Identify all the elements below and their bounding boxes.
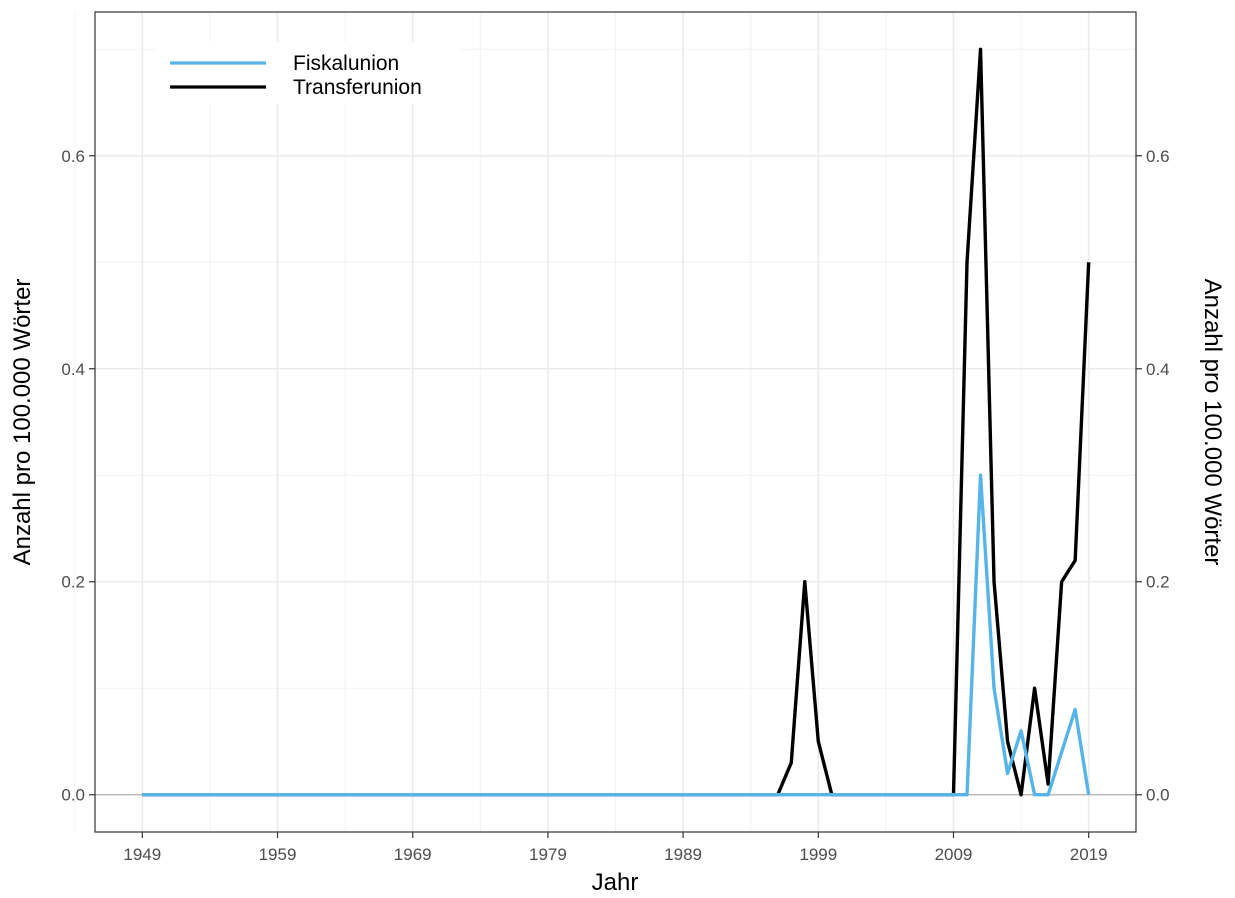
y-tick-label-left: 0.0	[61, 786, 85, 805]
x-tick-label: 1969	[394, 845, 432, 864]
y-axis-left: 0.0 0.2 0.4 0.6	[61, 147, 95, 805]
legend-label-fiskalunion: Fiskalunion	[293, 52, 399, 75]
y-tick-label-right: 0.6	[1146, 147, 1170, 166]
series-line-fiskalunion	[142, 473, 1091, 797]
x-tick-label: 2009	[935, 845, 973, 864]
y-tick-label-left: 0.2	[61, 573, 85, 592]
x-tick-label: 2019	[1070, 845, 1108, 864]
series-line-transferunion	[142, 47, 1091, 797]
x-tick-label: 1999	[799, 845, 837, 864]
series-lines	[142, 47, 1091, 797]
y-axis-title-left: Anzahl pro 100.000 Wörter	[9, 279, 36, 566]
panel-border	[94, 11, 1137, 833]
y-tick-label-right: 0.0	[1146, 786, 1170, 805]
x-tick-label: 1979	[529, 845, 567, 864]
x-tick-label: 1989	[664, 845, 702, 864]
y-tick-label-right: 0.4	[1146, 360, 1170, 379]
y-tick-label-left: 0.4	[61, 360, 85, 379]
legend-background	[155, 42, 460, 104]
x-axis: 1949 1959 1969 1979 1989 1999 2009 2019	[123, 832, 1108, 864]
y-axis-title-right: Anzahl pro 100.000 Wörter	[1199, 279, 1226, 566]
x-tick-label: 1949	[123, 845, 161, 864]
legend-label-transferunion: Transferunion	[293, 76, 422, 99]
major-gridlines-x	[141, 12, 1090, 832]
y-tick-label-left: 0.6	[61, 147, 85, 166]
minor-gridlines-x	[74, 12, 1022, 832]
y-axis-right: 0.0 0.2 0.4 0.6	[1136, 147, 1170, 805]
y-tick-label-right: 0.2	[1146, 573, 1170, 592]
x-tick-label: 1959	[259, 845, 297, 864]
legend: Fiskalunion Transferunion	[155, 42, 460, 104]
x-axis-title: Jahr	[592, 869, 639, 896]
